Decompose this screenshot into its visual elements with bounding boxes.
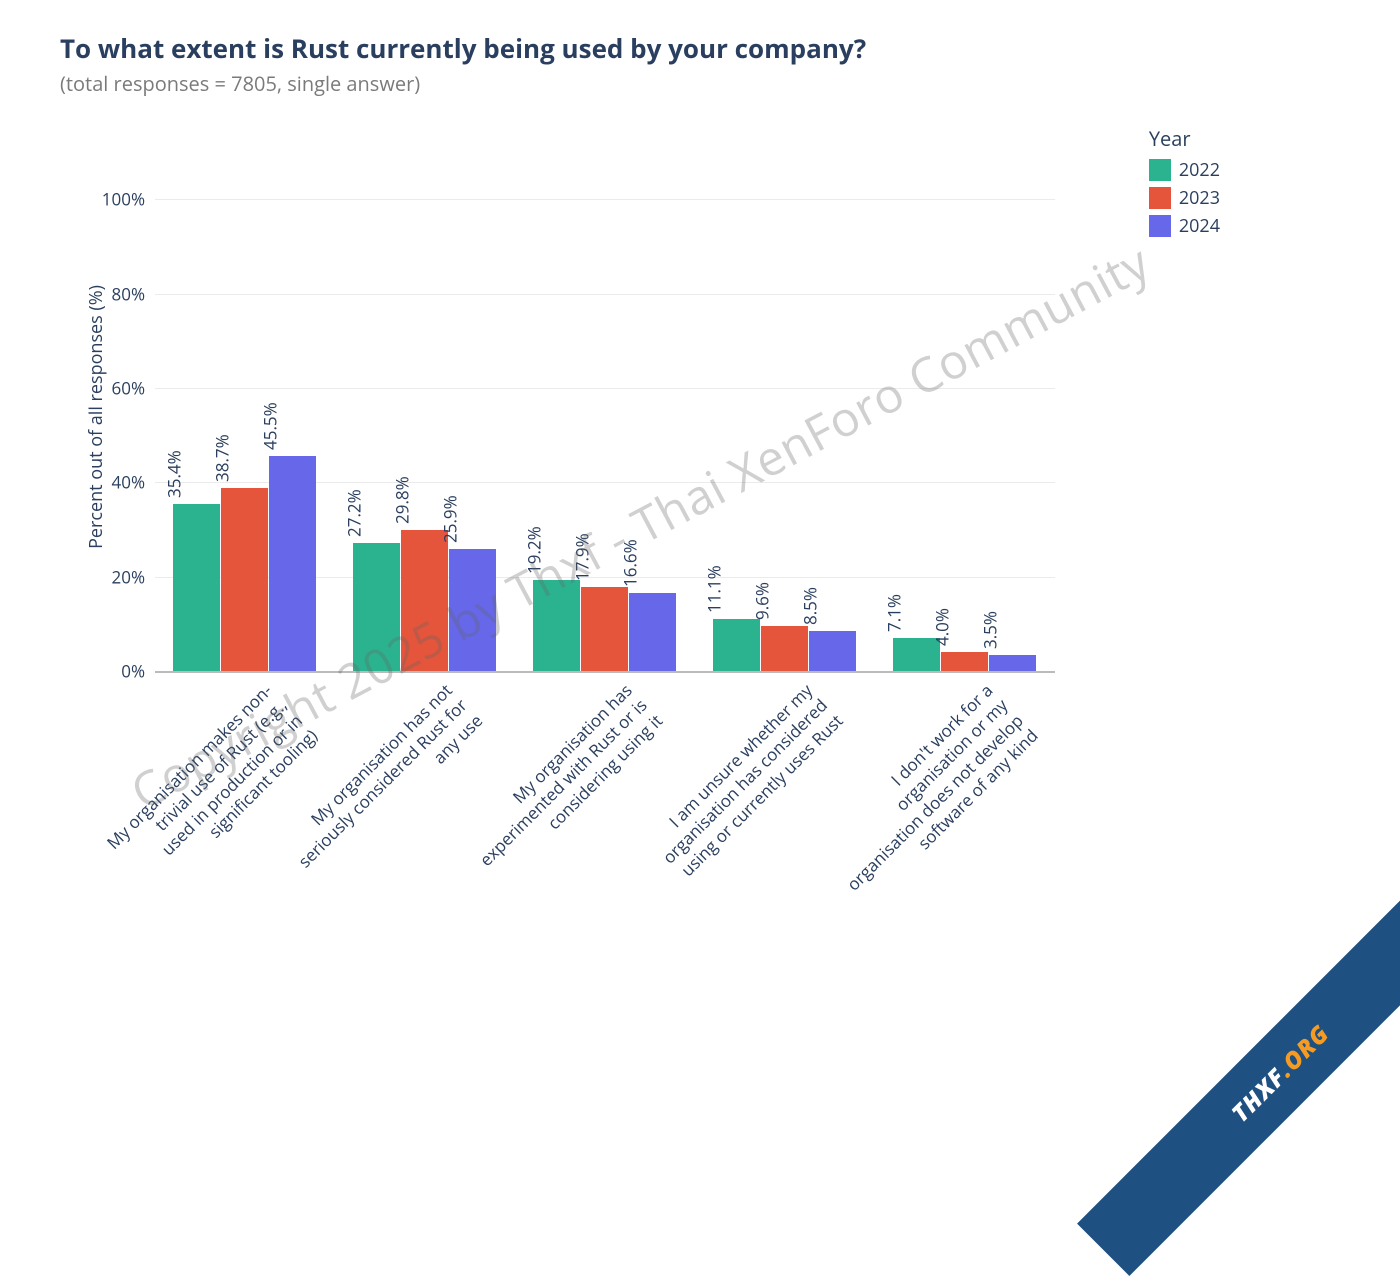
bar[interactable]: 9.6% [761,626,808,671]
bar-value-label: 25.9% [438,495,461,549]
bar-value-label: 7.1% [882,594,905,638]
legend-item[interactable]: 2024 [1149,214,1220,238]
chart-container: To what extent is Rust currently being u… [60,30,1220,1030]
bar-value-label: 38.7% [210,435,233,489]
x-tick-label: My organisation has notseriously conside… [270,671,486,887]
bar[interactable]: 29.8% [401,530,448,671]
x-tick-label: My organisation hasexperimented with Rus… [452,671,667,886]
y-tick-label: 60% [112,376,146,399]
bar[interactable]: 11.1% [713,619,760,671]
category-group: 7.1%4.0%3.5%I don't work for aorganisati… [875,171,1055,671]
bar[interactable]: 35.4% [173,504,220,671]
legend-title: Year [1149,125,1220,152]
bar-value-label: 8.5% [798,587,821,631]
x-tick-label: My organisation makes non-trivial use of… [94,671,321,898]
legend-item[interactable]: 2023 [1149,186,1220,210]
bar-value-label: 4.0% [930,608,953,652]
bar[interactable]: 8.5% [809,631,856,671]
bar-value-label: 3.5% [978,611,1001,655]
bar-value-label: 19.2% [522,527,545,581]
y-tick-label: 100% [102,188,145,211]
category-group: 35.4%38.7%45.5%My organisation makes non… [155,171,335,671]
legend-item[interactable]: 2022 [1149,158,1220,182]
bar-value-label: 11.1% [702,565,725,619]
bar-value-label: 29.8% [390,477,413,531]
y-tick-label: 40% [112,471,146,494]
bar[interactable]: 45.5% [269,456,316,671]
bar-value-label: 35.4% [162,450,185,504]
bar[interactable]: 17.9% [581,587,628,671]
plot-area: Percent out of all responses (%) Year 20… [60,117,1220,937]
plot-inner: 0%20%40%60%80%100%35.4%38.7%45.5%My orga… [155,171,1055,671]
y-tick-label: 0% [121,660,145,683]
bar[interactable]: 3.5% [989,655,1036,672]
legend-swatch [1149,215,1171,237]
legend-label: 2024 [1179,214,1220,238]
legend-swatch [1149,187,1171,209]
legend-swatch [1149,159,1171,181]
bar-value-label: 45.5% [258,403,281,457]
x-tick-label: I don't work for aorganisation or myorga… [803,671,1041,909]
bar-value-label: 17.9% [570,533,593,587]
chart-title: To what extent is Rust currently being u… [60,30,1220,66]
y-axis-title: Percent out of all responses (%) [84,285,108,549]
category-group: 27.2%29.8%25.9%My organisation has notse… [335,171,515,671]
y-tick-label: 20% [112,565,146,588]
bar[interactable]: 19.2% [533,580,580,671]
grid-line [155,671,1055,673]
category-group: 11.1%9.6%8.5%I am unsure whether myorgan… [695,171,875,671]
bar[interactable]: 25.9% [449,549,496,671]
bar[interactable]: 16.6% [629,593,676,671]
chart-subtitle: (total responses = 7805, single answer) [60,70,1220,97]
bar-value-label: 16.6% [618,539,641,593]
legend-label: 2023 [1179,186,1220,210]
bar[interactable]: 38.7% [221,488,268,671]
y-tick-label: 80% [112,282,146,305]
legend-label: 2022 [1179,158,1220,182]
bar[interactable]: 27.2% [353,543,400,671]
legend: Year 2022 2023 2024 [1149,125,1220,242]
bar-value-label: 9.6% [750,582,773,626]
bar-value-label: 27.2% [342,489,365,543]
category-group: 19.2%17.9%16.6%My organisation hasexperi… [515,171,695,671]
